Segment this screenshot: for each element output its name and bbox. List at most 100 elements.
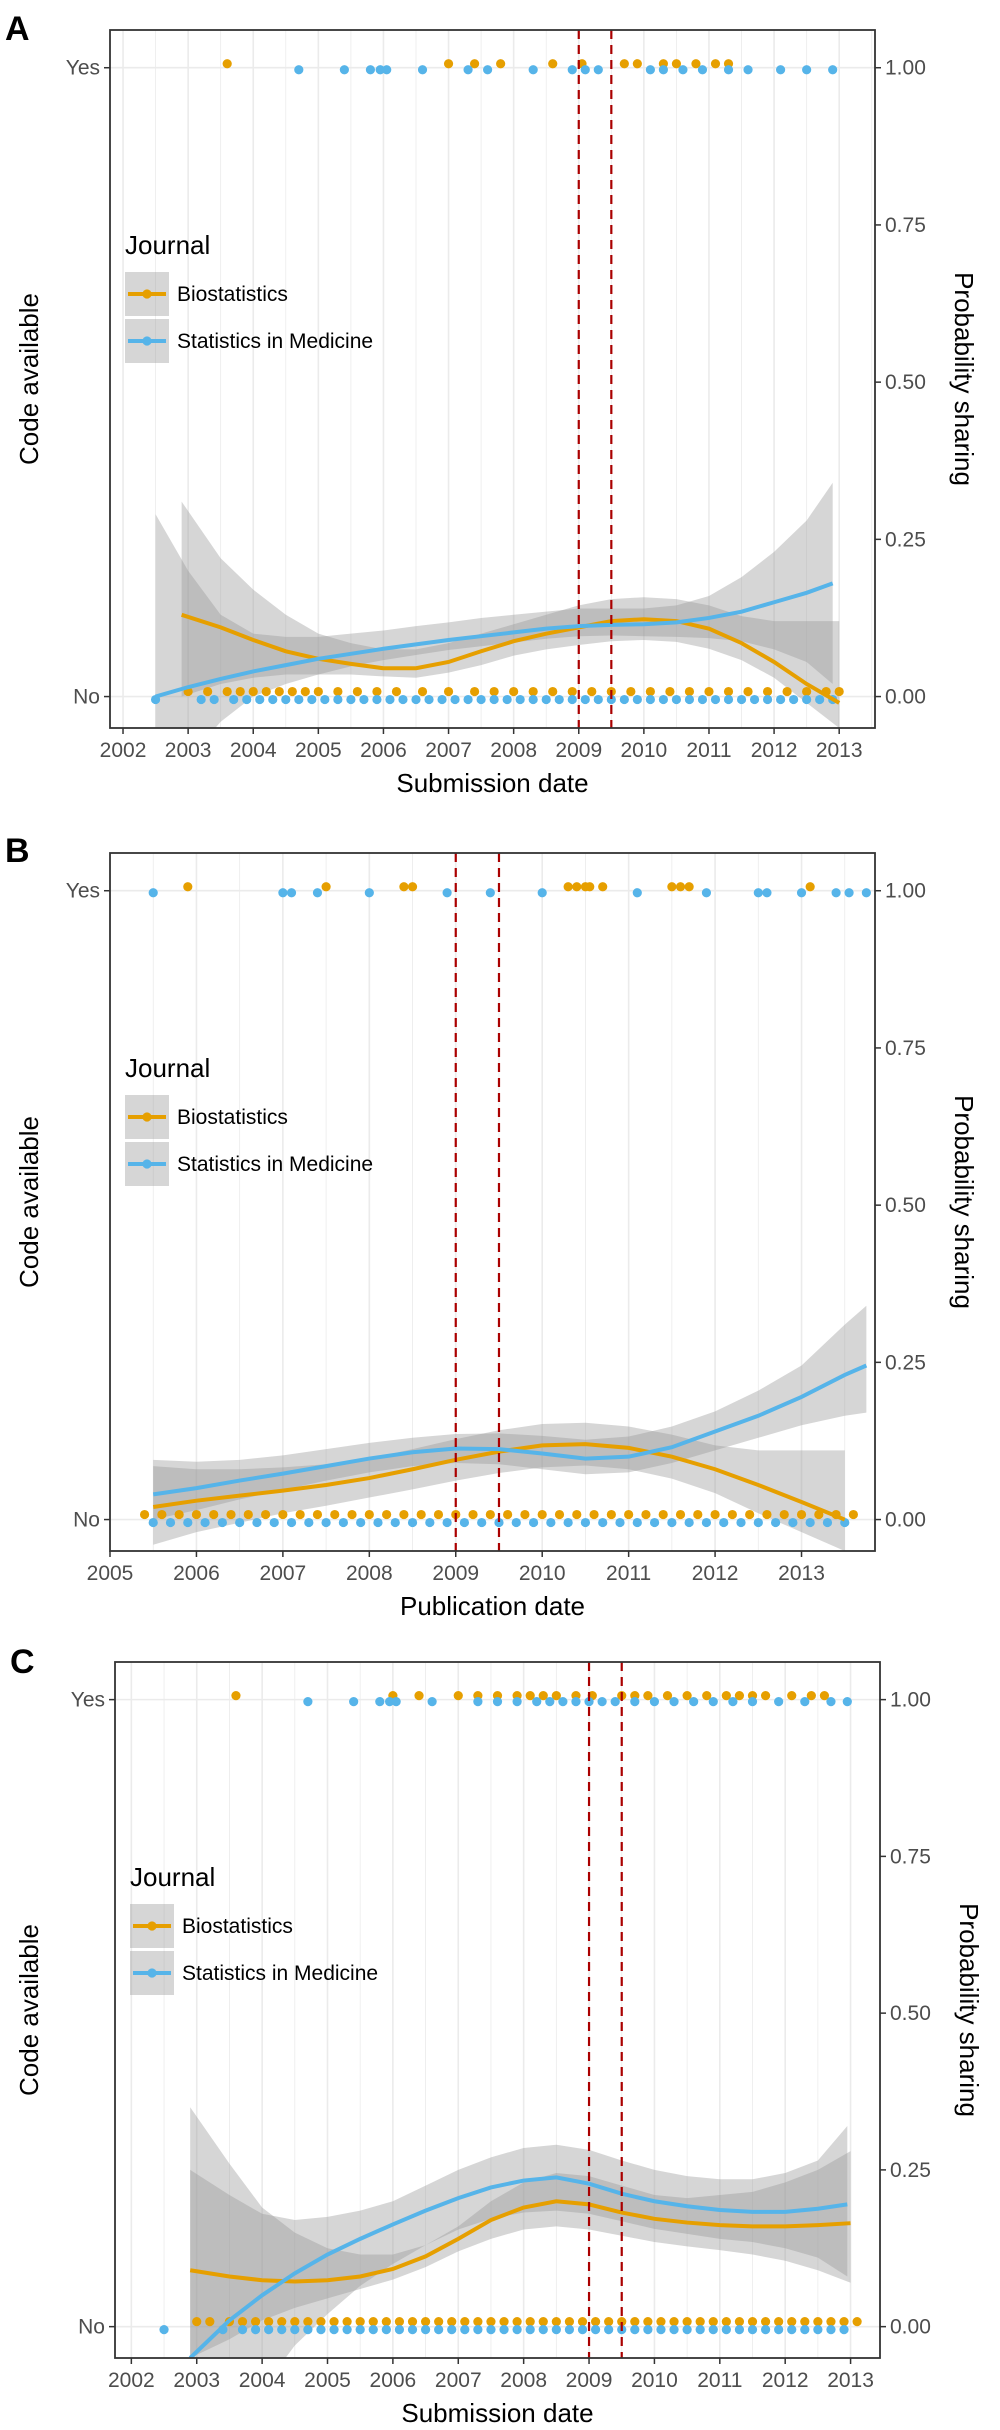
data-point-no xyxy=(538,2325,548,2335)
data-point-no xyxy=(537,1509,547,1520)
data-point-no xyxy=(656,2325,666,2335)
data-point-yes xyxy=(826,1697,836,1707)
data-point-no xyxy=(316,2325,326,2335)
data-point-no xyxy=(789,694,799,705)
y-left-tick-label: Yes xyxy=(66,880,100,903)
data-point-no xyxy=(528,694,538,705)
smooth-line xyxy=(152,1442,846,1522)
data-point-yes xyxy=(427,1697,437,1707)
data-point-yes xyxy=(697,65,708,75)
y-left-tick-label: Yes xyxy=(71,1689,105,1712)
data-point-no xyxy=(708,2325,718,2335)
data-point-yes xyxy=(844,888,854,898)
y-left-tick-label: No xyxy=(73,1509,100,1532)
data-point-no xyxy=(165,1517,176,1528)
x-tick-label: 2003 xyxy=(165,739,212,762)
data-point-no xyxy=(321,1517,331,1528)
x-tick-label: 2004 xyxy=(230,739,277,762)
data-point-no xyxy=(372,686,382,697)
x-tick-label: 2005 xyxy=(87,1562,134,1585)
data-point-yes xyxy=(593,65,603,75)
data-point-yes xyxy=(678,65,688,75)
data-point-yes xyxy=(671,59,682,69)
data-point-no xyxy=(800,2317,810,2327)
data-point-no xyxy=(632,694,642,705)
data-point-no xyxy=(734,2325,745,2335)
data-point-yes xyxy=(548,59,558,69)
data-point-no xyxy=(813,2325,823,2335)
data-point-no xyxy=(762,694,773,705)
panel-b: B 2005 2006 2007 2008 2009 2010 2011 2012 2013 Pub… xyxy=(5,832,979,1621)
data-point-yes xyxy=(532,1697,542,1707)
data-point-no xyxy=(779,1509,789,1520)
data-point-yes xyxy=(775,65,786,75)
data-point-yes xyxy=(802,65,812,75)
data-point-yes xyxy=(619,59,629,69)
data-point-no xyxy=(745,1509,755,1520)
y-right-tick-label: 0.75 xyxy=(885,214,926,237)
data-point-no xyxy=(641,1509,651,1520)
data-point-yes xyxy=(442,888,452,898)
data-point-no xyxy=(736,1517,746,1528)
data-point-yes xyxy=(512,1697,522,1707)
data-point-yes xyxy=(796,888,807,898)
data-point-no xyxy=(473,2325,483,2335)
data-point-no xyxy=(802,694,812,705)
data-point-no xyxy=(486,2325,496,2335)
data-point-no xyxy=(338,1517,348,1528)
data-point-no xyxy=(468,1509,478,1520)
data-point-yes xyxy=(222,59,232,69)
y-axis-title-left: Code available xyxy=(14,293,44,465)
panel-a: A 2002 2003 2004 2005 2006 2007 2008 2009 2010 201… xyxy=(5,10,979,798)
data-point-yes xyxy=(580,65,590,75)
x-tick-label: 2011 xyxy=(606,1562,651,1585)
data-point-yes xyxy=(496,59,506,69)
data-point-no xyxy=(701,1517,712,1528)
data-point-no xyxy=(551,2317,561,2327)
data-point-no xyxy=(760,2317,771,2327)
data-point-yes xyxy=(710,59,721,69)
data-point-yes xyxy=(842,1697,852,1707)
data-point-no xyxy=(300,686,310,697)
data-point-no xyxy=(148,1517,158,1528)
data-point-no xyxy=(604,2317,614,2327)
data-point-yes xyxy=(723,65,734,75)
data-point-yes xyxy=(349,1697,359,1707)
data-point-no xyxy=(261,686,271,697)
data-point-yes xyxy=(571,1697,581,1707)
data-point-no xyxy=(619,694,629,705)
legend-key-point xyxy=(142,336,152,346)
legend-label: Statistics in Medicine xyxy=(182,1962,378,1985)
data-point-no xyxy=(796,1509,807,1520)
data-point-no xyxy=(671,694,682,705)
data-point-no xyxy=(658,1509,668,1520)
data-point-no xyxy=(708,2317,718,2327)
data-point-no xyxy=(157,1509,167,1520)
data-point-no xyxy=(512,2325,522,2335)
data-point-yes xyxy=(382,65,392,75)
x-tick-label: 2007 xyxy=(260,1562,307,1585)
data-point-no xyxy=(407,2317,418,2327)
data-point-no xyxy=(399,1509,409,1520)
data-point-yes xyxy=(584,1697,594,1707)
y-right-tick-label: 0.00 xyxy=(885,1509,926,1532)
data-point-yes xyxy=(339,65,349,75)
data-point-no xyxy=(312,1509,323,1520)
x-axis-title: Submission date xyxy=(396,768,588,798)
data-point-no xyxy=(839,2317,849,2327)
data-point-yes xyxy=(183,882,193,892)
data-point-yes xyxy=(774,1697,784,1707)
data-point-no xyxy=(606,694,616,705)
data-point-no xyxy=(617,2317,627,2327)
data-point-no xyxy=(250,2317,261,2327)
plot-area xyxy=(115,1662,880,2358)
data-point-no xyxy=(359,694,369,705)
x-tick-label: 2010 xyxy=(621,739,668,762)
data-point-no xyxy=(723,694,734,705)
data-point-no xyxy=(460,2325,470,2335)
data-point-no xyxy=(434,2317,444,2327)
data-point-no xyxy=(787,2317,797,2327)
data-point-no xyxy=(381,2325,391,2335)
y-axis-title-left: Code available xyxy=(14,1116,44,1288)
data-point-no xyxy=(442,1517,452,1528)
